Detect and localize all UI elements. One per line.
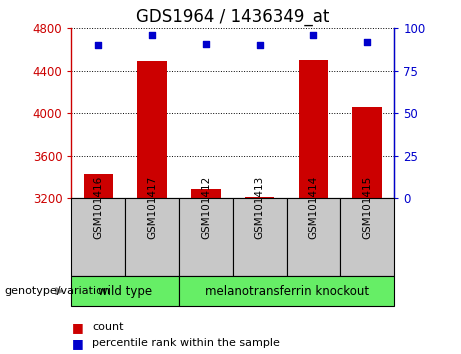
Bar [71,276,179,306]
Title: GDS1964 / 1436349_at: GDS1964 / 1436349_at [136,8,330,25]
Bar [353,107,382,198]
Point [202,41,210,46]
Point [95,42,102,48]
Bar [245,197,274,198]
Text: GSM101412: GSM101412 [201,176,211,239]
Text: GSM101413: GSM101413 [254,176,265,239]
Text: GSM101417: GSM101417 [147,176,157,239]
Text: genotype/variation: genotype/variation [5,286,111,296]
Text: wild type: wild type [98,285,152,298]
Bar [233,198,287,276]
Text: percentile rank within the sample: percentile rank within the sample [92,338,280,348]
Bar [191,189,221,198]
Bar [125,198,179,276]
Text: ■: ■ [71,337,83,350]
Text: ■: ■ [71,321,83,334]
Text: melanotransferrin knockout: melanotransferrin knockout [205,285,369,298]
Bar [179,198,233,276]
Bar [287,198,340,276]
Point [310,32,317,38]
Point [364,39,371,45]
Bar [83,174,113,198]
Bar [179,276,394,306]
Point [148,32,156,38]
Text: count: count [92,322,124,332]
Point [256,42,263,48]
Text: GSM101414: GSM101414 [308,176,319,239]
Bar [137,61,167,198]
Text: GSM101415: GSM101415 [362,176,372,239]
Text: GSM101416: GSM101416 [93,176,103,239]
Bar [71,198,125,276]
Bar [299,60,328,198]
Bar [340,198,394,276]
